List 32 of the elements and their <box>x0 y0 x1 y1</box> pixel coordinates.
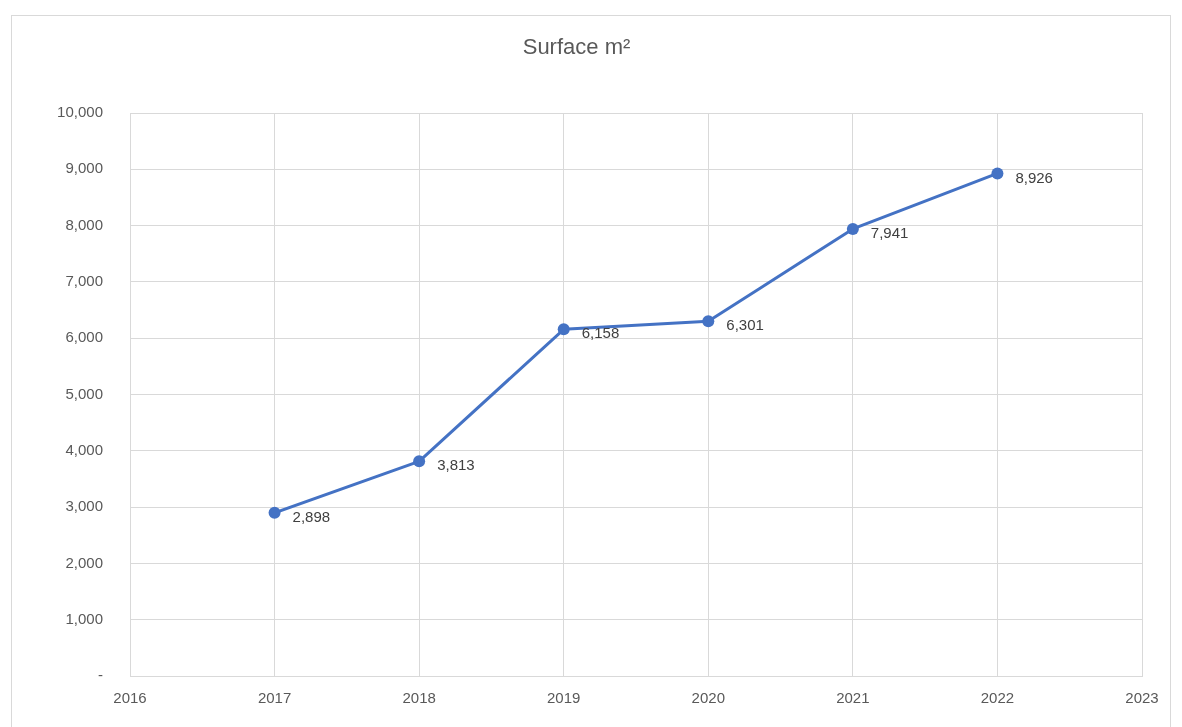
point <box>268 506 281 519</box>
data-label: 8,926 <box>1015 168 1053 186</box>
y-tick-label: 5,000 <box>65 384 103 402</box>
data-label: 6,301 <box>726 316 764 334</box>
point <box>557 323 570 336</box>
x-tick-label: 2020 <box>691 689 725 707</box>
y-tick-label: 1,000 <box>65 609 103 627</box>
x-tick-label: 2018 <box>402 689 436 707</box>
y-tick-label: 4,000 <box>65 440 103 458</box>
y-tick-label: 8,000 <box>65 215 103 233</box>
data-label: 6,158 <box>581 324 620 342</box>
data-label: 2,898 <box>292 507 331 525</box>
y-tick-label: 2,000 <box>65 553 103 571</box>
x-tick-label: 2017 <box>257 689 292 707</box>
data-label: 3,813 <box>437 456 475 474</box>
y-tick-label: 10,000 <box>57 103 103 121</box>
point <box>846 222 859 235</box>
data-label: 7,941 <box>870 224 909 242</box>
x-tick-label: 2023 <box>1125 689 1159 707</box>
x-tick-label: 2021 <box>836 689 870 707</box>
x-tick-label: 2016 <box>113 689 147 707</box>
y-tick-label: 9,000 <box>65 159 103 177</box>
x-tick-label: 2022 <box>980 689 1015 707</box>
y-tick-label: - <box>98 666 103 684</box>
x-tick-label: 2019 <box>547 689 581 707</box>
y-tick-label: 7,000 <box>65 272 103 290</box>
point <box>991 167 1004 180</box>
point <box>702 315 715 328</box>
chart-title: Surface m² <box>522 34 631 60</box>
y-tick-label: 3,000 <box>65 497 103 515</box>
point <box>413 455 426 468</box>
y-tick-label: 6,000 <box>65 328 103 346</box>
